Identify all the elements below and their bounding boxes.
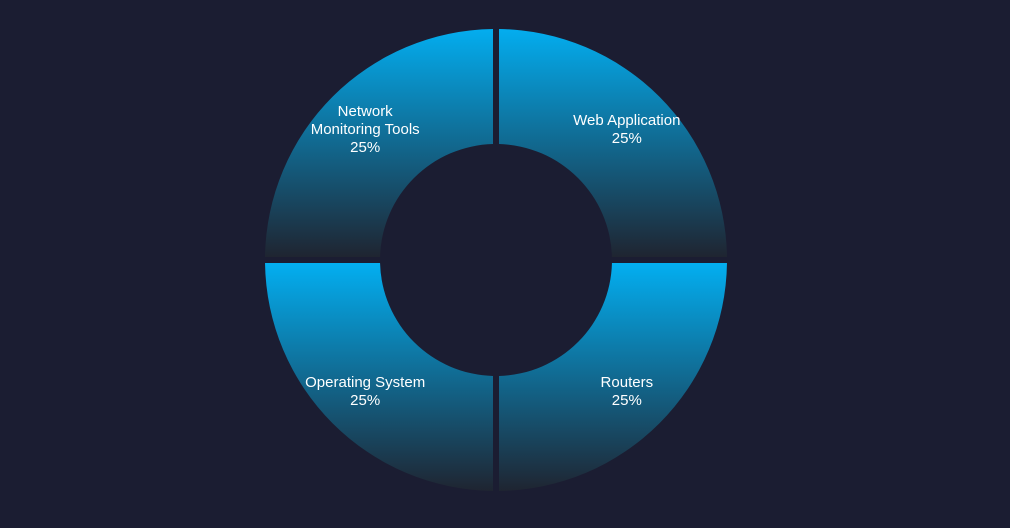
slice-category-text: Network [338, 103, 394, 120]
slice-percent: 25% [612, 392, 642, 409]
slice-percent: 25% [612, 130, 642, 147]
slice-label-operating-system: Operating System 25% [305, 374, 425, 409]
slice-operating-system [265, 263, 493, 491]
slice-category-text: Routers [601, 374, 654, 391]
slice-category-text: Web Application [573, 112, 680, 129]
slice-percent: 25% [350, 139, 380, 156]
slice-category-text: Operating System [305, 374, 425, 391]
slice-web-application [499, 29, 727, 257]
slice-label-routers: Routers 25% [601, 374, 654, 409]
slice-percent: 25% [350, 392, 380, 409]
slice-label-web-application: Web Application 25% [573, 112, 680, 147]
slice-category-text: Monitoring Tools [311, 121, 420, 138]
slice-label-network-monitoring-tools: Network Monitoring Tools 25% [311, 103, 420, 156]
slice-routers [499, 263, 727, 491]
slice-network-monitoring-tools [265, 29, 493, 257]
